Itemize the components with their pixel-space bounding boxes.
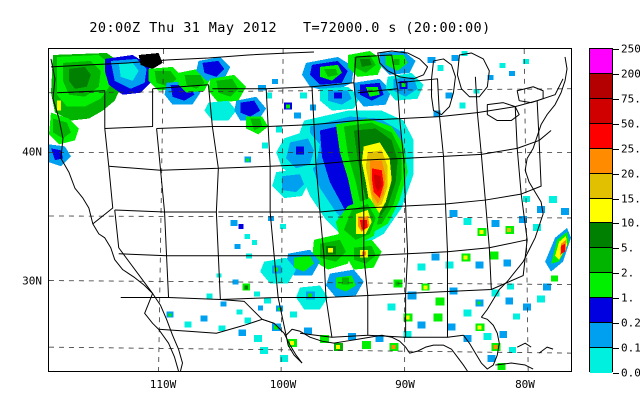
colorbar-tick-mark: [613, 173, 619, 175]
forecast-time-label: T=72000.0 s (20:00:00): [303, 20, 491, 36]
precip-region-carolinas: [449, 196, 570, 236]
precipitation-field: [49, 50, 571, 371]
colorbar-tick-label: 10.: [621, 216, 640, 230]
x-axis-tick-100w: 100W: [269, 378, 297, 391]
precip-region-pacific-northwest: [49, 52, 123, 167]
x-axis-tick-110w: 110W: [149, 378, 177, 391]
colorbar-band: [590, 148, 612, 174]
colorbar-tick-label: 15.: [621, 192, 640, 206]
colorbar-band: [590, 223, 612, 249]
colorbar-tick-mark: [613, 148, 619, 150]
precip-region-southern-plains: [206, 293, 298, 318]
colorbar-tick-label: 25.: [621, 142, 640, 156]
colorbar-tick-label: 200.: [621, 67, 640, 81]
valid-time-label: 20:00Z Thu 31 May 2012: [89, 20, 277, 36]
colorbar-tick-label: 0.25: [621, 316, 640, 330]
colorbar-tick-label: 1.: [621, 291, 635, 305]
colorbar-tick-label: 20.: [621, 167, 640, 181]
x-axis-tick-80w: 80W: [515, 378, 535, 391]
colorbar-tick-label: 5.: [621, 241, 635, 255]
colorbar-tick-mark: [613, 248, 619, 250]
colorbar-tick-label: 0.10: [621, 341, 640, 355]
colorbar-swatches: [589, 48, 613, 373]
precip-region-cascades-east: [104, 52, 269, 135]
colorbar-band: [590, 198, 612, 224]
colorbar-tick-mark: [613, 98, 619, 100]
colorbar-tick-mark: [613, 373, 619, 374]
colorbar-band: [590, 323, 612, 349]
y-axis-tick-40n: 40N: [22, 145, 42, 159]
colorbar-band: [590, 49, 612, 74]
colorbar-band: [590, 298, 612, 324]
precip-region-atlantic-band: [507, 227, 571, 320]
colorbar-band: [590, 348, 612, 373]
precip-region-main-mcs: [272, 110, 414, 246]
x-axis-tick-90w: 90W: [395, 378, 415, 391]
map-plot-area: [48, 48, 572, 372]
colorbar-band: [590, 273, 612, 299]
colorbar-tick-mark: [613, 73, 619, 75]
colorbar-tick-mark: [613, 298, 619, 300]
colorbar-tick-mark: [613, 123, 619, 125]
colorbar: 250. 200. 75. 50. 25. 20. 15. 10. 5. 2. 1. 0.25 0.10…: [589, 43, 640, 380]
colorbar-tick-mark: [613, 348, 619, 350]
colorbar-band: [590, 173, 612, 199]
colorbar-tick-mark: [613, 223, 619, 225]
colorbar-tick-label: 250.: [621, 42, 640, 56]
colorbar-tick-mark: [613, 323, 619, 325]
y-axis-tick-30n: 30N: [22, 274, 42, 288]
precip-region-gulf-coast: [166, 311, 412, 363]
precip-region-florida: [463, 323, 517, 371]
map-canvas: [49, 49, 571, 371]
figure-title: 20:00Z Thu 31 May 2012 T=72000.0 s (20:00…: [0, 20, 580, 36]
colorbar-band: [590, 248, 612, 274]
colorbar-tick-mark: [613, 49, 619, 50]
colorbar-band: [590, 73, 612, 99]
colorbar-band: [590, 123, 612, 149]
colorbar-tick-mark: [613, 198, 619, 200]
colorbar-tick-label: 75.: [621, 92, 640, 106]
colorbar-tick-label: 2.: [621, 266, 635, 280]
precip-region-upper-midwest: [302, 50, 424, 111]
colorbar-tick-mark: [613, 273, 619, 275]
colorbar-tick-label: 50.: [621, 117, 640, 131]
colorbar-tick-label: 0.01: [621, 366, 640, 380]
graticule: [49, 49, 571, 371]
colorbar-band: [590, 98, 612, 124]
map-boundaries: [50, 50, 568, 371]
